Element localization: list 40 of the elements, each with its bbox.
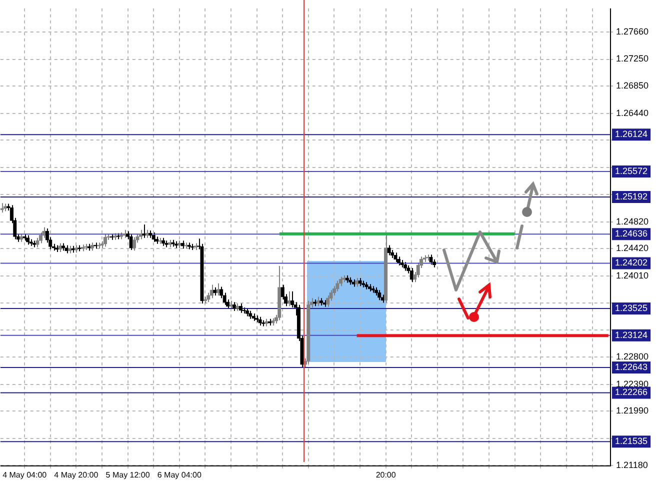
ref-line-label: 1.24636 xyxy=(615,228,648,239)
candlestick xyxy=(387,244,391,256)
x-tick-label: 4 May 04:00 xyxy=(2,470,48,480)
ref-line-label: 1.23525 xyxy=(615,302,648,313)
x-tick-label: 4 May 20:00 xyxy=(54,470,99,480)
y-tick-label: 1.22800 xyxy=(616,351,649,362)
ref-line-label: 1.24202 xyxy=(615,258,648,268)
candlestick xyxy=(287,290,291,307)
candlestick xyxy=(36,237,40,248)
candlestick xyxy=(336,280,340,292)
candlestick xyxy=(138,229,143,240)
y-tick-label: 1.24010 xyxy=(616,270,649,281)
ref-line-label: 1.25192 xyxy=(615,191,648,202)
ref-line-label: 1.25572 xyxy=(615,166,648,176)
candlestick xyxy=(378,290,382,301)
candlestick xyxy=(220,286,224,299)
ref-line-label: 1.26124 xyxy=(615,129,648,140)
y-tick-label: 1.26850 xyxy=(616,80,649,90)
candlestick xyxy=(132,236,136,252)
ref-line-label: 1.22643 xyxy=(615,362,648,372)
candlestick xyxy=(280,284,284,300)
x-tick-label: 20:00 xyxy=(376,470,396,480)
y-tick-label: 1.27660 xyxy=(616,26,649,36)
ref-line-label: 1.23124 xyxy=(615,330,648,340)
y-tick-label: 1.24820 xyxy=(616,216,649,226)
candlestick xyxy=(129,233,133,250)
y-tick-label: 1.27250 xyxy=(616,54,649,64)
x-tick-label: 5 May 12:00 xyxy=(106,470,150,480)
candlestick xyxy=(394,252,398,262)
y-tick-label: 1.24420 xyxy=(616,243,649,254)
candlestick xyxy=(0,202,4,213)
y-tick-label: 1.26440 xyxy=(616,108,649,118)
candlestick xyxy=(142,224,146,238)
x-tick-label: 6 May 04:00 xyxy=(157,470,202,480)
ref-line-label: 1.22266 xyxy=(615,387,648,398)
candlestick xyxy=(206,292,210,303)
y-tick-label: 1.22390 xyxy=(616,378,649,389)
y-tick-label: 1.21990 xyxy=(616,406,649,416)
ref-line-label: 1.21535 xyxy=(615,436,648,446)
y-tick-label: 1.21180 xyxy=(616,460,648,470)
